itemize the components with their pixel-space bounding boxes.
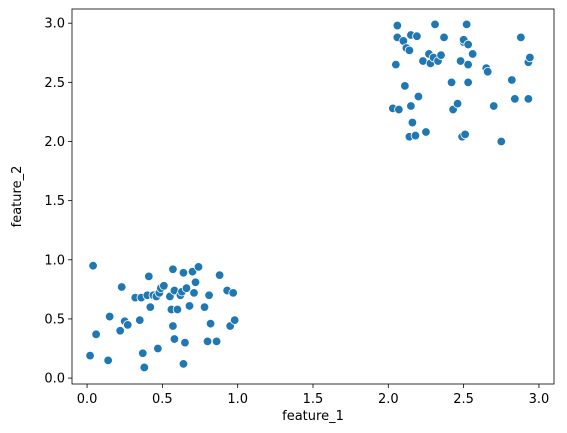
data-point [507, 75, 517, 85]
data-point [483, 66, 493, 77]
x-tick-label: 1.0 [227, 392, 248, 407]
data-point [460, 129, 470, 140]
data-point [436, 50, 446, 60]
data-point [199, 302, 210, 312]
data-point [139, 362, 150, 373]
data-point [123, 320, 133, 330]
data-point [138, 348, 148, 358]
data-point [178, 359, 189, 369]
y-tick-label: 3.0 [44, 17, 65, 32]
data-point [229, 315, 240, 325]
x-tick-label: 1.5 [303, 392, 324, 407]
y-tick-label: 1.5 [44, 194, 65, 209]
y-tick-label: 0.0 [44, 372, 65, 387]
data-point [103, 355, 113, 366]
y-axis-ticks: 0.0 0.5 1.0 1.5 2.0 2.5 3.0 [44, 17, 72, 387]
data-point [211, 336, 222, 347]
data-point [117, 282, 127, 292]
data-point [214, 270, 225, 280]
data-point [421, 127, 431, 137]
data-point [168, 264, 178, 274]
y-axis-label: feature_2 [10, 166, 25, 228]
data-point [394, 104, 404, 115]
data-point [180, 337, 190, 348]
data-point [159, 281, 169, 291]
data-point [406, 101, 416, 111]
x-tick-label: 2.0 [378, 392, 399, 407]
data-point [463, 59, 473, 70]
data-point [400, 81, 410, 91]
data-point [204, 290, 214, 300]
data-point [181, 283, 192, 293]
x-axis-ticks: 0.0 0.5 1.0 1.5 2.0 2.5 3.0 [77, 384, 550, 407]
x-tick-label: 0.5 [152, 392, 173, 407]
data-point [407, 117, 418, 128]
data-point [104, 311, 115, 322]
axes-frame [71, 8, 555, 385]
data-point [404, 45, 415, 56]
data-point [452, 98, 463, 109]
data-point [153, 343, 163, 354]
data-point [463, 39, 473, 50]
x-axis-label: feature_1 [282, 409, 344, 424]
data-point [516, 32, 526, 43]
data-point [391, 59, 401, 70]
data-point [455, 56, 466, 66]
y-tick-label: 2.0 [44, 135, 65, 150]
x-tick-label: 0.0 [77, 392, 98, 407]
data-point [115, 326, 125, 336]
y-tick-label: 0.5 [44, 312, 65, 327]
data-point [412, 31, 422, 41]
data-point [489, 101, 499, 111]
data-point [91, 329, 101, 340]
data-point [202, 336, 213, 347]
data-point [439, 32, 449, 43]
x-tick-label: 3.0 [529, 392, 550, 407]
data-point [510, 94, 520, 104]
data-point [463, 77, 473, 88]
data-point [461, 19, 472, 30]
data-point [178, 268, 189, 278]
data-point [413, 91, 424, 102]
data-point [467, 49, 478, 59]
data-point [205, 318, 216, 329]
data-point [169, 334, 180, 344]
data-point [193, 262, 204, 272]
data-point [144, 271, 154, 282]
data-point [184, 301, 195, 311]
data-point [446, 77, 457, 88]
y-tick-label: 1.0 [44, 253, 65, 268]
data-point [172, 304, 183, 315]
data-point [523, 94, 534, 104]
data-point [525, 52, 535, 63]
data-point [392, 20, 403, 31]
y-tick-label: 2.5 [44, 76, 65, 91]
data-point [189, 288, 199, 298]
data-point [88, 261, 98, 271]
data-point [410, 130, 421, 141]
data-point [85, 350, 95, 361]
data-point [430, 19, 440, 30]
data-point [135, 315, 145, 325]
data-point [168, 321, 178, 331]
data-points [85, 19, 535, 373]
x-tick-label: 2.5 [453, 392, 474, 407]
data-point [228, 288, 238, 298]
data-point [190, 277, 201, 287]
data-point [496, 136, 506, 147]
data-point [145, 302, 156, 312]
